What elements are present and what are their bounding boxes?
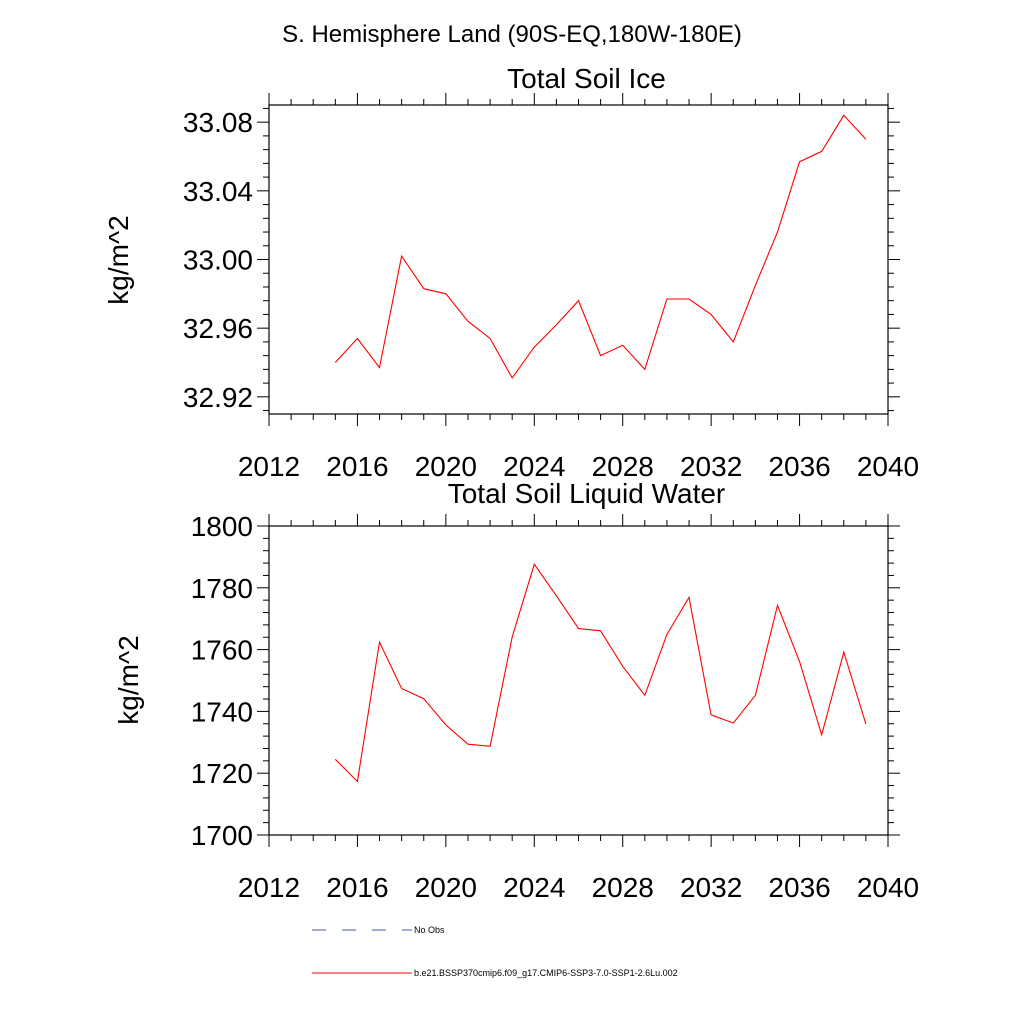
y-tick-label: 33.08 [183,107,253,138]
y-tick-label: 32.92 [183,382,253,413]
legend: No Obs b.e21.BSSP370cmip6.f09_g17.CMIP6-… [312,925,678,978]
y-axis-label: kg/m^2 [113,635,144,724]
x-tick-label: 2036 [768,451,830,482]
x-tick-label: 2024 [503,451,565,482]
x-tick-label: 2020 [415,451,477,482]
x-tick-label: 2040 [857,872,919,903]
legend-obs-label: No Obs [414,925,445,935]
y-tick-label: 1760 [191,635,253,666]
soil-liquid-water-panel: Total Soil Liquid Water kg/m^2 2012 2016 202… [113,478,919,903]
x-tick-label: 2028 [592,451,654,482]
page-title: S. Hemisphere Land (90S-EQ,180W-180E) [282,21,742,48]
y-tick-label: 1800 [191,511,253,542]
chart-title: Total Soil Ice [507,63,666,94]
y-tick-label: 1720 [191,758,253,789]
soil-ice-panel: Total Soil Ice kg/m^2 2012 2016 2020 2024 2028… [103,63,919,482]
legend-model-label: b.e21.BSSP370cmip6.f09_g17.CMIP6-SSP3-7.… [414,968,678,978]
x-tick-label: 2028 [592,872,654,903]
x-tick-label: 2036 [768,872,830,903]
y-axis-label: kg/m^2 [103,215,134,304]
y-tick-label: 33.00 [183,245,253,276]
y-tick-label: 1740 [191,696,253,727]
x-tick-label: 2016 [326,451,388,482]
y-tick-label: 33.04 [183,176,253,207]
x-tick-label: 2012 [238,872,300,903]
series-line [334,114,867,379]
x-tick-label: 2032 [680,872,742,903]
y-tick-label: 1780 [191,573,253,604]
y-tick-label: 1700 [191,820,253,851]
x-tick-label: 2016 [326,872,388,903]
x-tick-label: 2032 [680,451,742,482]
x-tick-label: 2012 [238,451,300,482]
chart-title: Total Soil Liquid Water [448,478,726,509]
y-tick-label: 32.96 [183,313,253,344]
x-tick-label: 2020 [415,872,477,903]
x-tick-label: 2024 [503,872,565,903]
series-line [334,563,867,783]
plot-frame [268,104,889,415]
plot-frame [268,525,889,836]
x-tick-label: 2040 [857,451,919,482]
